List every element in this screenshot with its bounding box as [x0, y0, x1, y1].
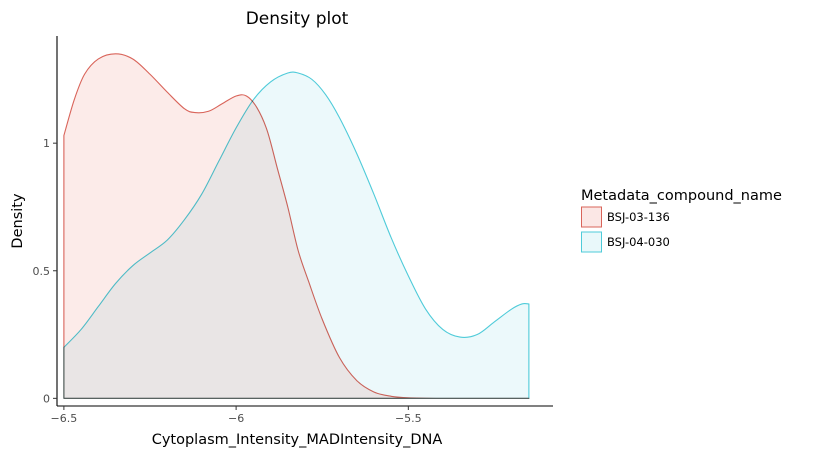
- legend-item: BSJ-03-136: [581, 206, 670, 228]
- y-axis-title: Density: [10, 193, 26, 249]
- plot-area: −6.5 −6 −5.5 00.51: [33, 36, 553, 425]
- legend-title: Metadata_compound_name: [581, 188, 782, 204]
- legend-key: [581, 206, 602, 228]
- y-ticks: 00.51: [33, 137, 57, 405]
- series-layer: [63, 53, 530, 399]
- legend-label: BSJ-04-030: [607, 235, 670, 249]
- legend: Metadata_compound_name BSJ-03-136 BSJ-04-…: [581, 188, 782, 253]
- chart-title: Density plot: [246, 9, 349, 29]
- x-ticks: −6.5 −6 −5.5: [51, 406, 422, 425]
- x-axis-title: Cytoplasm_Intensity_MADIntensity_DNA: [152, 432, 443, 448]
- x-tick-label: −6: [228, 412, 244, 425]
- legend-key: [581, 231, 602, 253]
- x-tick-label: −5.5: [395, 412, 422, 425]
- density-area-bsj-04-030: [63, 71, 530, 399]
- legend-item: BSJ-04-030: [581, 231, 670, 253]
- y-tick-label: 0.5: [33, 265, 51, 278]
- x-tick-label: −6.5: [51, 412, 78, 425]
- y-tick-label: 1: [43, 137, 50, 150]
- legend-items: BSJ-03-136 BSJ-04-030: [581, 206, 670, 253]
- y-tick-label: 0: [43, 392, 50, 405]
- legend-label: BSJ-03-136: [607, 210, 670, 224]
